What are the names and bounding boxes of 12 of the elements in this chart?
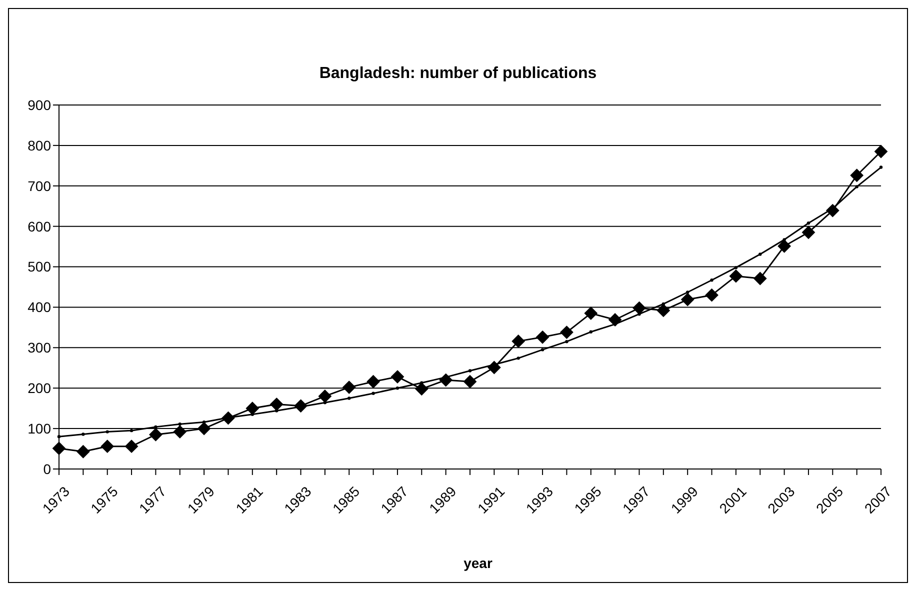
y-tick-label: 800: [28, 137, 52, 154]
y-tick-label: 600: [28, 218, 52, 234]
y-tick-label: 100: [28, 420, 52, 437]
y-tick-label: 300: [28, 340, 52, 356]
y-tick-label: 400: [28, 299, 52, 316]
chart-title: Bangladesh: number of publications: [318, 65, 598, 83]
y-tick-label: 200: [28, 380, 52, 396]
y-tick-label: 500: [28, 258, 52, 275]
y-tick-label: 900: [28, 96, 52, 113]
y-tick-label: 0: [43, 460, 52, 477]
y-tick-label: 700: [28, 178, 52, 194]
x-axis-title: year: [462, 555, 494, 571]
